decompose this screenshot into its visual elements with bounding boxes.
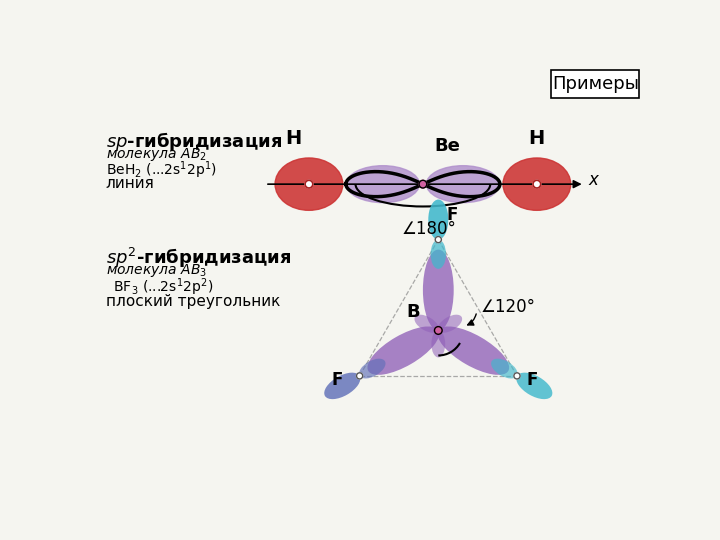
Ellipse shape <box>516 373 552 399</box>
Ellipse shape <box>346 166 420 202</box>
Text: плоский треугольник: плоский треугольник <box>106 294 280 309</box>
Ellipse shape <box>324 373 360 399</box>
Ellipse shape <box>431 330 445 357</box>
Text: Примеры: Примеры <box>552 75 639 93</box>
Text: $\mathit{sp}^2$-гибридизация: $\mathit{sp}^2$-гибридизация <box>106 246 291 270</box>
Circle shape <box>356 373 363 379</box>
Ellipse shape <box>431 240 446 269</box>
Text: линия: линия <box>106 176 154 191</box>
Circle shape <box>434 327 442 334</box>
Text: Be: Be <box>434 137 460 155</box>
Text: молекула $\mathit{AB}_3$: молекула $\mathit{AB}_3$ <box>106 262 207 279</box>
Ellipse shape <box>359 359 385 379</box>
Text: ∠180°: ∠180° <box>402 220 456 238</box>
Circle shape <box>305 180 312 188</box>
Ellipse shape <box>423 249 454 330</box>
Text: BF$_3$ (...2s$^1$2p$^2$): BF$_3$ (...2s$^1$2p$^2$) <box>109 276 213 298</box>
Ellipse shape <box>426 166 500 202</box>
Text: x: x <box>588 171 598 188</box>
Circle shape <box>514 373 520 379</box>
Ellipse shape <box>503 158 571 211</box>
Text: $\mathit{sp}$-гибридизация: $\mathit{sp}$-гибридизация <box>106 130 282 153</box>
Ellipse shape <box>438 327 509 375</box>
Text: H: H <box>528 129 545 148</box>
Text: B: B <box>407 303 420 321</box>
Circle shape <box>533 180 541 188</box>
Text: F: F <box>331 371 343 389</box>
Text: ∠120°: ∠120° <box>481 298 536 316</box>
Text: BeH$_2$ (...2s$^1$2p$^1$): BeH$_2$ (...2s$^1$2p$^1$) <box>106 159 217 181</box>
Ellipse shape <box>428 200 449 240</box>
Text: молекула $\mathit{AB}_2$: молекула $\mathit{AB}_2$ <box>106 146 207 163</box>
Circle shape <box>419 180 427 188</box>
Text: F: F <box>526 371 538 389</box>
Ellipse shape <box>415 315 438 333</box>
Ellipse shape <box>491 359 518 379</box>
Ellipse shape <box>275 158 343 211</box>
Circle shape <box>435 237 441 242</box>
Text: F: F <box>446 206 457 224</box>
Text: H: H <box>285 129 302 148</box>
FancyBboxPatch shape <box>552 70 639 98</box>
Ellipse shape <box>438 315 462 333</box>
Ellipse shape <box>367 327 439 375</box>
